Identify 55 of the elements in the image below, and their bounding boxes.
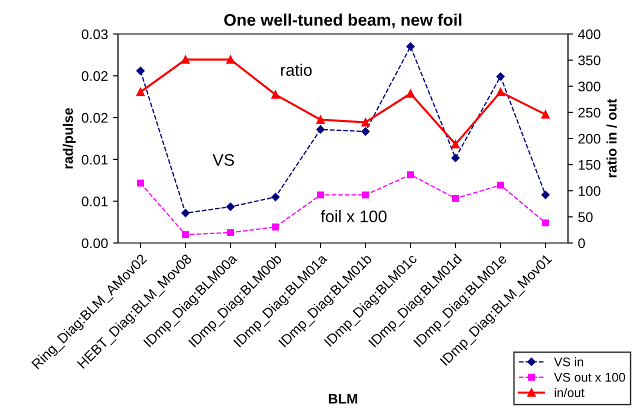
annotation: VS bbox=[212, 154, 234, 166]
point bbox=[541, 110, 550, 119]
y2-axis-title: ratio in / out bbox=[606, 98, 617, 178]
legend-label: VS out x 100 bbox=[554, 372, 626, 382]
point bbox=[136, 88, 145, 96]
point bbox=[496, 88, 505, 96]
point bbox=[361, 118, 370, 126]
y2-tick-label: 50 bbox=[578, 212, 593, 222]
point bbox=[541, 190, 550, 200]
point bbox=[271, 192, 280, 202]
point bbox=[181, 208, 190, 218]
point bbox=[451, 140, 460, 148]
point bbox=[226, 202, 235, 211]
point bbox=[407, 171, 414, 178]
y2-tick-label: 200 bbox=[578, 134, 600, 144]
y2-tick-label: 300 bbox=[578, 82, 600, 92]
point bbox=[316, 116, 325, 124]
point bbox=[227, 229, 234, 236]
y2-tick-label: 150 bbox=[578, 160, 600, 170]
y-axis-title: rad/pulse bbox=[62, 108, 76, 168]
point bbox=[361, 127, 370, 136]
point bbox=[496, 72, 505, 81]
point bbox=[271, 90, 280, 99]
point bbox=[452, 194, 459, 202]
point bbox=[137, 180, 144, 187]
point bbox=[362, 191, 369, 198]
y2-tick-label: 0 bbox=[578, 238, 585, 248]
point bbox=[272, 224, 279, 230]
legend-label: in/out bbox=[554, 388, 584, 398]
y2-tick-label: 250 bbox=[578, 108, 600, 118]
legend-label: VS in bbox=[554, 357, 584, 366]
point bbox=[451, 154, 460, 162]
point bbox=[406, 89, 415, 98]
y-tick-label: 0.00 bbox=[82, 238, 108, 248]
y2-tick-label: 400 bbox=[578, 29, 600, 40]
point bbox=[136, 66, 145, 76]
x-axis-title: BLM bbox=[328, 394, 358, 404]
point bbox=[181, 55, 190, 64]
y-tick-label: 0.02 bbox=[82, 71, 108, 81]
point bbox=[226, 55, 235, 64]
point bbox=[406, 42, 415, 51]
y-tick-label: 0.01 bbox=[82, 196, 108, 206]
point bbox=[542, 219, 549, 226]
y-tick-label: 0.01 bbox=[82, 154, 108, 165]
y2-tick-label: 350 bbox=[578, 55, 600, 66]
point bbox=[497, 182, 504, 189]
y-tick-label: 0.03 bbox=[82, 29, 108, 40]
point bbox=[182, 231, 189, 238]
y2-tick-label: 100 bbox=[578, 186, 600, 196]
point bbox=[317, 191, 324, 198]
annotation: foil x 100 bbox=[320, 210, 387, 222]
chart-title: One well-tuned beam, new foil bbox=[224, 14, 462, 28]
y-tick-label: 0.02 bbox=[82, 112, 108, 123]
point bbox=[316, 125, 325, 134]
annotation: ratio bbox=[281, 64, 312, 76]
